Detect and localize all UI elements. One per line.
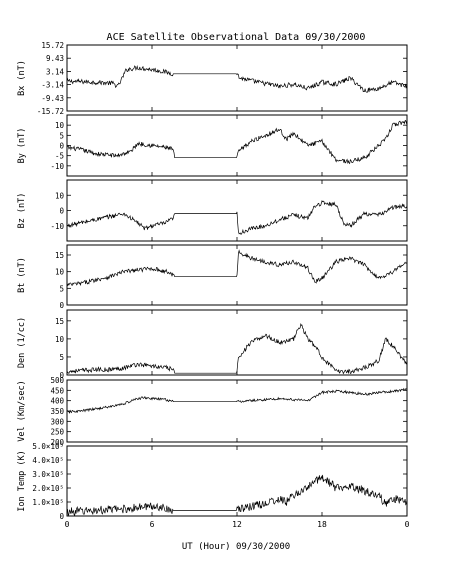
x-tick-label: 6 — [150, 520, 155, 529]
panel-frame — [66, 44, 408, 112]
panel-bt: 15 10 5 0 Bt (nT) — [17, 244, 408, 310]
y-tick-label: -3.14 — [41, 81, 64, 90]
y-tick-label: 0 — [59, 512, 64, 521]
series-line-bz — [66, 199, 408, 235]
series-line-temp — [66, 474, 408, 517]
x-axis: 0 6 12 18 0 — [65, 45, 410, 529]
panel-bx: 15.72 9.43 3.14 -3.14 -9.43 -15.72 Bx (nT) — [17, 41, 408, 116]
y-tick-label: 200 — [50, 438, 64, 447]
y-tick-label: 5 — [59, 353, 64, 362]
y-tick-label: 10 — [55, 268, 65, 277]
y-tick-label: 3.0×10⁵ — [32, 470, 64, 479]
x-tick-label: 18 — [317, 520, 327, 529]
y-tick-label: 300 — [50, 417, 64, 426]
y-tick-label: 0 — [59, 371, 64, 380]
y-tick-label: 0 — [59, 301, 64, 310]
y-tick-label: 500 — [50, 376, 64, 385]
y-tick-label: 250 — [50, 428, 64, 437]
panel-frame — [66, 309, 408, 376]
y-tick-label: 5 — [59, 131, 64, 140]
chart-title: ACE Satellite Observational Data 09/30/2… — [107, 32, 366, 43]
y-tick-label: 15 — [55, 251, 64, 260]
y-tick-label: 0 — [59, 142, 64, 151]
y-tick-label: 350 — [50, 407, 64, 416]
y-tick-label: 10 — [55, 121, 65, 130]
series-line-bx — [66, 64, 408, 94]
y-tick-label: 15 — [55, 317, 64, 326]
y-axis-label: Den (1/cc) — [17, 317, 27, 368]
y-tick-label: 10 — [55, 335, 65, 344]
y-tick-label: 5.0×10⁵ — [32, 442, 64, 451]
panel-den: 15 10 5 0 Den (1/cc) — [17, 309, 408, 380]
series-line-den — [66, 323, 408, 375]
series-line-vel — [66, 387, 408, 414]
y-tick-label: -15.72 — [37, 107, 64, 116]
y-tick-label: 10 — [55, 191, 65, 200]
panel-frame — [66, 114, 408, 177]
y-tick-label: -5 — [55, 152, 64, 161]
y-tick-label: 450 — [50, 386, 64, 395]
x-axis-label: UT (Hour) 09/30/2000 — [182, 542, 290, 552]
y-tick-label: 5 — [59, 284, 64, 293]
x-tick-label: 0 — [65, 520, 70, 529]
x-tick-label: 12 — [232, 520, 242, 529]
y-axis-label: Vel (Km/sec) — [17, 380, 27, 441]
y-axis-label: By (nT) — [17, 128, 27, 164]
panel-temp: 5.0×10⁵ 4.0×10⁵ 3.0×10⁵ 2.0×10⁵ 1.0×10⁵ 0 Ion … — [17, 442, 408, 521]
y-tick-label: 9.43 — [46, 54, 64, 63]
series-line-by — [66, 119, 408, 165]
y-tick-label: 3.14 — [46, 67, 65, 76]
y-axis-label: Bt (nT) — [17, 257, 27, 293]
panel-bz: 10 0 -10 Bz (nT) — [17, 179, 408, 242]
panel-by: 105 0-5-10 By (nT) — [17, 114, 408, 177]
panel-frame — [66, 179, 408, 242]
y-axis-label: Bz (nT) — [17, 193, 27, 229]
y-tick-label: -10 — [50, 222, 64, 231]
y-tick-label: 4.0×10⁵ — [32, 456, 64, 465]
y-axis-label: Bx (nT) — [17, 60, 27, 96]
panel-frame — [66, 445, 408, 517]
y-tick-label: 15.72 — [41, 41, 64, 50]
y-tick-label: 400 — [50, 397, 64, 406]
y-axis-label: Ion Temp (K) — [17, 450, 27, 511]
panel-frame — [66, 379, 408, 443]
y-tick-label: 2.0×10⁵ — [32, 484, 64, 493]
y-tick-label: 1.0×10⁵ — [32, 498, 64, 507]
y-tick-label: 0 — [59, 207, 64, 216]
y-tick-label: -9.43 — [41, 94, 64, 103]
series-line-bt — [66, 249, 408, 287]
y-tick-label: -10 — [50, 162, 64, 171]
x-tick-label: 0 — [405, 520, 410, 529]
